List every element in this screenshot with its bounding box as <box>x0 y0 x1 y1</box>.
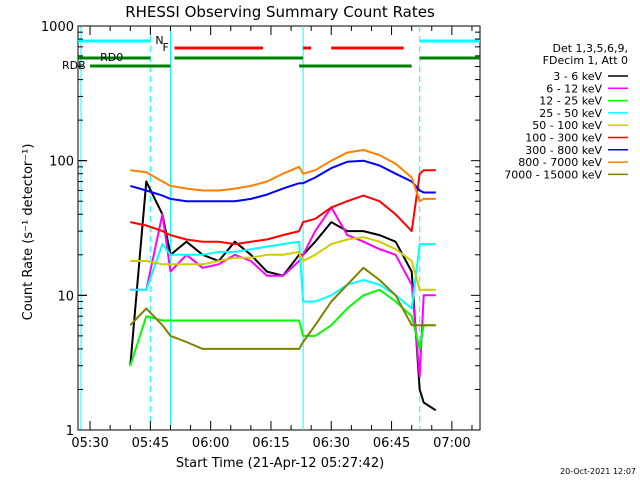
legend-label: 800 - 7000 keV <box>518 156 602 169</box>
x-tick-label: 06:30 <box>313 436 350 451</box>
legend-label: 25 - 50 keV <box>539 107 602 120</box>
chart-title: RHESSI Observing Summary Count Rates <box>125 3 435 21</box>
flag-bars: NF RD0 RDB <box>62 34 480 72</box>
series-line-100-300-kev <box>130 169 436 246</box>
legend-label: 50 - 100 keV <box>532 119 602 132</box>
observing-boundary-lines <box>80 26 421 430</box>
series-line-300-800-kev <box>130 159 436 203</box>
legend-label: 3 - 6 keV <box>553 70 602 83</box>
legend-header: FDecim 1, Att 0 <box>543 54 628 67</box>
legend-header: Det 1,3,5,6,9, <box>552 42 628 55</box>
y-axis-label: Count Rate (s⁻¹ detector⁻¹) <box>21 144 36 321</box>
x-axis-label: Start Time (21-Apr-12 05:27:42) <box>176 456 384 471</box>
plot-frame <box>77 25 481 431</box>
y-tick-label: 10 <box>57 289 74 304</box>
x-tick-label: 06:45 <box>373 436 410 451</box>
series-line-3-6-kev <box>129 180 437 412</box>
x-tick-label: 05:45 <box>132 436 169 451</box>
y-tick-label: 100 <box>49 155 74 170</box>
series-line-25-50-kev <box>130 240 436 310</box>
x-tick-label: 07:00 <box>433 436 470 451</box>
flag-bar-label: RD0 <box>100 51 123 64</box>
flag-bar-label: RDB <box>62 59 86 72</box>
y-tick-label: 1 <box>66 424 74 439</box>
x-axis-ticks: 05:30 05:45 06:00 06:15 06:30 06:45 07:00 <box>71 26 473 451</box>
y-tick-label: 1000 <box>41 20 74 35</box>
legend-label: 7000 - 15000 keV <box>504 168 602 181</box>
axes <box>77 25 481 431</box>
series-line-50-100-kev <box>130 236 436 291</box>
legend-label: 100 - 300 keV <box>525 132 602 145</box>
flag-bar-label: F <box>162 41 168 54</box>
legend: Det 1,3,5,6,9,FDecim 1, Att 0 3 - 6 keV6 … <box>504 42 628 181</box>
legend-label: 300 - 800 keV <box>525 144 602 157</box>
series-line-6-12-kev <box>130 206 436 378</box>
flag-bar-label: N <box>155 34 163 47</box>
y-axis-ticks: 1 10 100 1000 <box>41 20 480 439</box>
x-tick-label: 05:30 <box>71 436 108 451</box>
series-line-800-7000-kev <box>130 149 436 203</box>
series-line-12-25-kev <box>129 288 436 367</box>
legend-label: 6 - 12 keV <box>546 82 602 95</box>
x-tick-label: 06:15 <box>252 436 289 451</box>
series-line-7000-15000-kev <box>129 266 436 350</box>
legend-label: 12 - 25 keV <box>539 95 602 108</box>
x-tick-label: 06:00 <box>192 436 229 451</box>
series-lines <box>129 149 437 412</box>
timestamp: 20-Oct-2021 12:07 <box>560 467 636 476</box>
